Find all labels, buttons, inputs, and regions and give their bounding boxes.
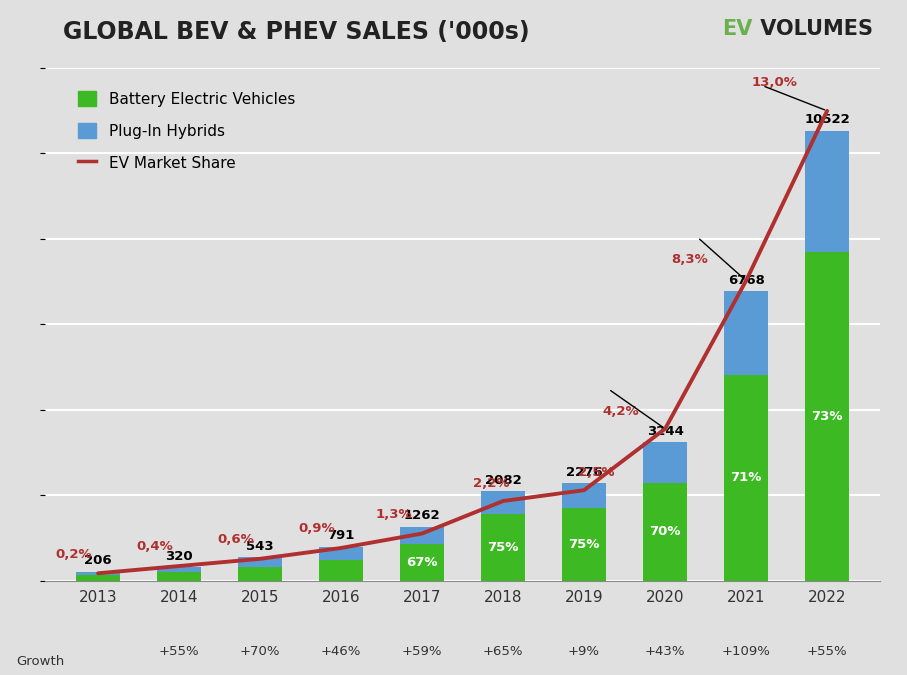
Text: 73%: 73%: [812, 410, 843, 423]
Text: +9%: +9%: [568, 645, 600, 657]
Text: 10522: 10522: [805, 113, 850, 126]
Text: 543: 543: [246, 540, 274, 553]
Bar: [561, 508, 607, 580]
Text: 791: 791: [327, 529, 355, 543]
Text: 8,3%: 8,3%: [671, 253, 707, 266]
Bar: [481, 514, 525, 580]
Text: +43%: +43%: [645, 645, 686, 657]
Bar: [238, 566, 282, 580]
Text: 0,9%: 0,9%: [298, 522, 335, 535]
Bar: [318, 560, 364, 580]
Text: 320: 320: [165, 549, 193, 562]
Text: VOLUMES: VOLUMES: [753, 19, 873, 39]
Text: 0,2%: 0,2%: [55, 547, 92, 561]
Bar: [400, 544, 444, 580]
Text: 0,4%: 0,4%: [136, 541, 173, 554]
Bar: [318, 547, 364, 560]
Bar: [805, 252, 850, 580]
Bar: [643, 442, 688, 483]
Text: 75%: 75%: [569, 537, 600, 551]
Bar: [75, 575, 121, 580]
Text: GLOBAL BEV & PHEV SALES ('000s): GLOBAL BEV & PHEV SALES ('000s): [63, 20, 530, 45]
Text: +46%: +46%: [321, 645, 361, 657]
Text: +55%: +55%: [807, 645, 847, 657]
Text: Growth: Growth: [16, 655, 64, 668]
Text: EV: EV: [723, 19, 753, 39]
Text: 3244: 3244: [647, 425, 684, 437]
Text: 75%: 75%: [487, 541, 519, 554]
Bar: [805, 131, 850, 252]
Bar: [643, 483, 688, 580]
Text: 6768: 6768: [727, 274, 765, 287]
Text: 13,0%: 13,0%: [752, 76, 797, 89]
Text: 2,2%: 2,2%: [473, 477, 509, 490]
Text: 0,6%: 0,6%: [218, 533, 254, 546]
Text: 1262: 1262: [404, 509, 441, 522]
Bar: [724, 375, 768, 580]
Bar: [481, 491, 525, 514]
Bar: [724, 291, 768, 375]
Bar: [75, 572, 121, 575]
Text: +55%: +55%: [159, 645, 200, 657]
Text: 4,2%: 4,2%: [602, 405, 639, 418]
Legend: Battery Electric Vehicles, Plug-In Hybrids, EV Market Share: Battery Electric Vehicles, Plug-In Hybri…: [78, 90, 295, 171]
Bar: [561, 483, 607, 508]
Bar: [157, 572, 201, 580]
Bar: [400, 526, 444, 544]
Text: 67%: 67%: [406, 556, 438, 569]
Text: +65%: +65%: [483, 645, 523, 657]
Text: 206: 206: [84, 554, 112, 568]
Bar: [157, 567, 201, 572]
Text: 2082: 2082: [484, 475, 522, 487]
Text: +109%: +109%: [722, 645, 771, 657]
Bar: [238, 558, 282, 566]
Text: 2,5%: 2,5%: [578, 466, 614, 479]
Text: +70%: +70%: [239, 645, 280, 657]
Text: 71%: 71%: [730, 471, 762, 484]
Text: 70%: 70%: [649, 525, 681, 539]
Text: 1,3%: 1,3%: [375, 508, 412, 521]
Text: 2276: 2276: [566, 466, 602, 479]
Text: +59%: +59%: [402, 645, 443, 657]
